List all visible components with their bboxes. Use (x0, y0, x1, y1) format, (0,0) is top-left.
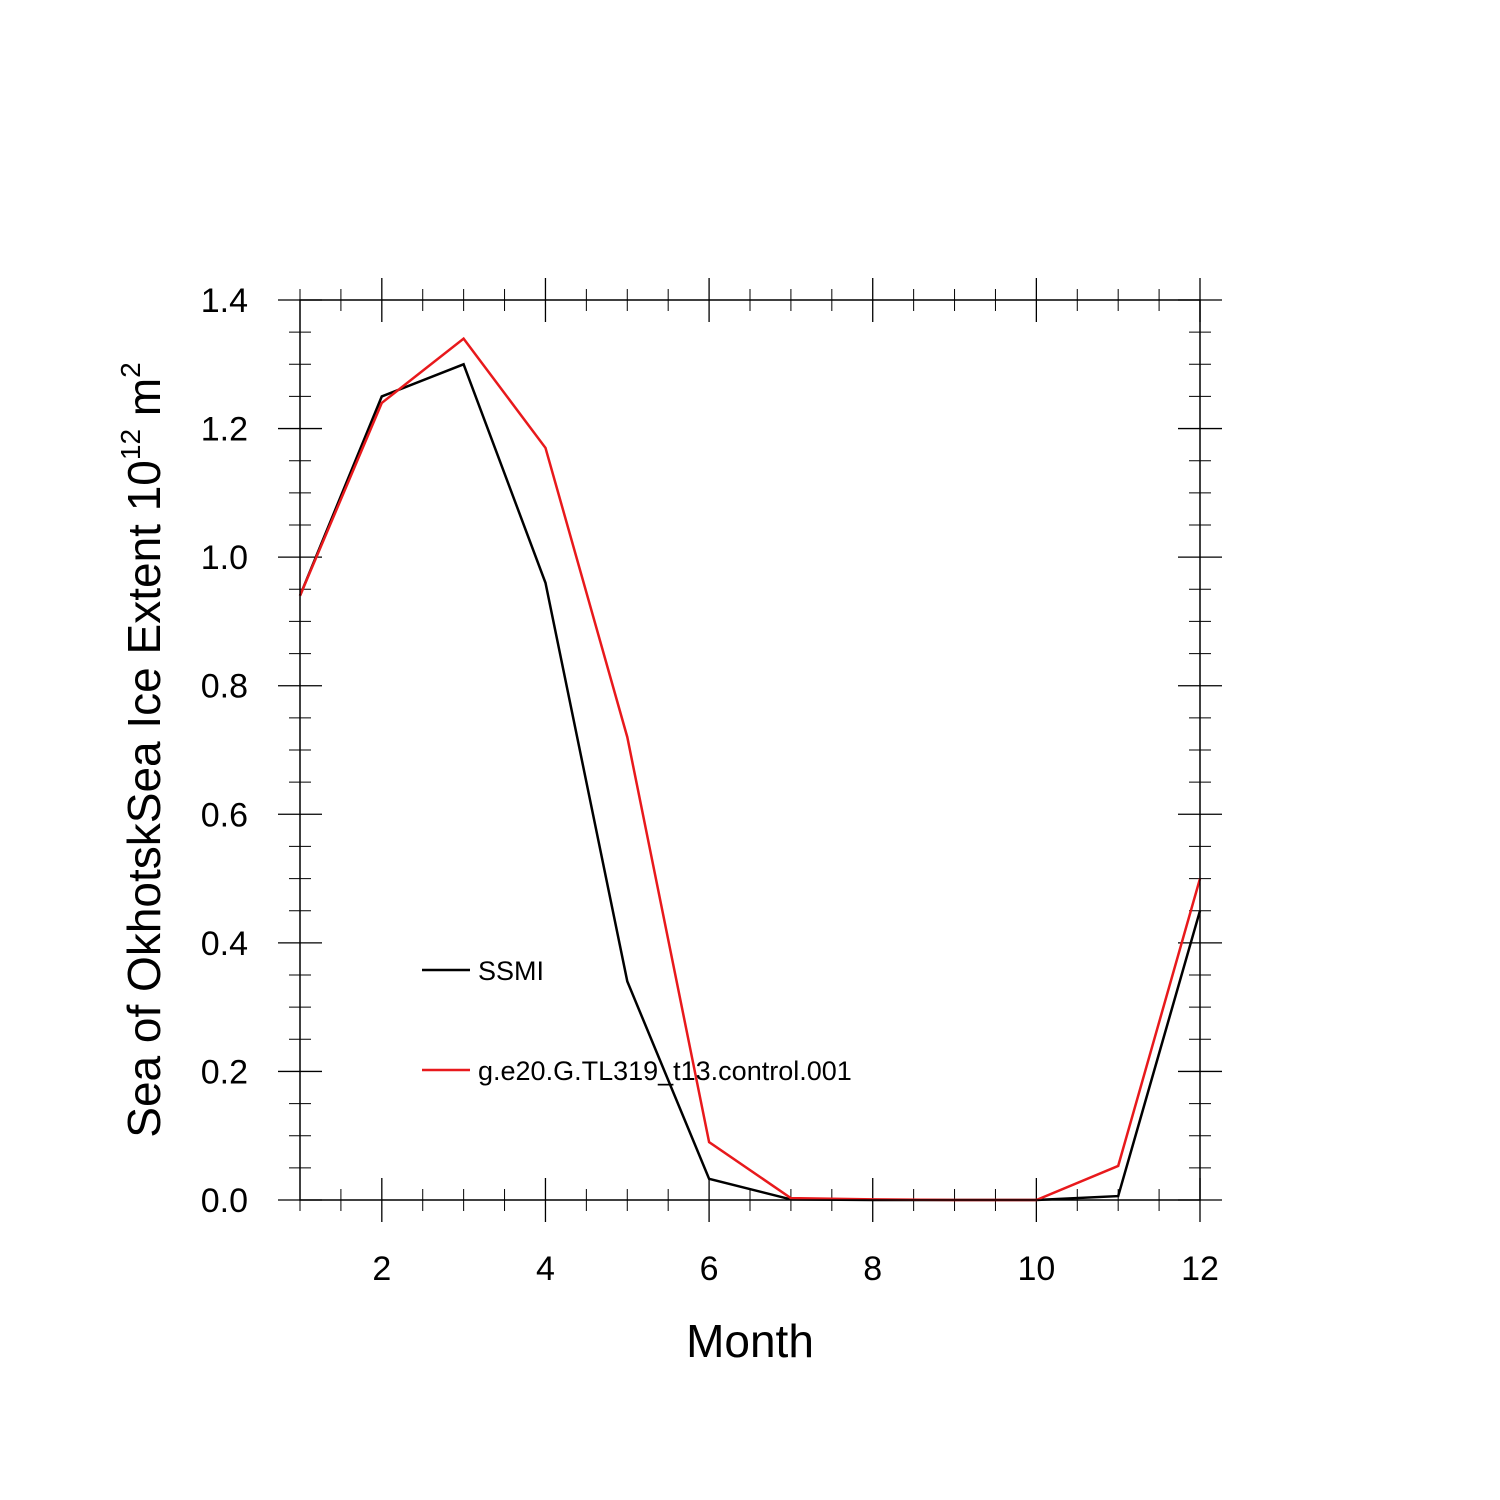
y-tick-label: 1.4 (201, 282, 248, 320)
y-tick-label: 0.6 (201, 796, 248, 834)
y-axis-title-unit: m (118, 378, 170, 429)
y-axis-title-unit-exponent: 2 (115, 362, 146, 378)
x-tick-label: 8 (863, 1250, 882, 1288)
legend-label-ssmi: SSMI (478, 956, 544, 986)
y-tick-label: 0.2 (201, 1053, 248, 1091)
y-tick-labels: 0.0 0.2 0.4 0.6 0.8 1.0 1.2 1.4 (201, 282, 248, 1220)
x-tick-label: 2 (372, 1250, 391, 1288)
legend-label-model: g.e20.G.TL319_t13.control.001 (478, 1056, 852, 1086)
legend: SSMI g.e20.G.TL319_t13.control.001 (422, 956, 852, 1086)
y-tick-label: 0.0 (201, 1182, 248, 1220)
x-tick-labels: 2 4 6 8 10 12 (372, 1250, 1219, 1288)
x-tick-label: 6 (700, 1250, 719, 1288)
y-axis-title: Sea of OkhotskSea Ice Extent 1012 m2 (115, 362, 170, 1137)
x-tick-label: 4 (536, 1250, 555, 1288)
y-tick-label: 1.0 (201, 539, 248, 577)
x-tick-label: 10 (1017, 1250, 1055, 1288)
y-tick-label: 0.4 (201, 925, 248, 963)
y-tick-label: 0.8 (201, 668, 248, 706)
model-series-line (298, 336, 1202, 1202)
y-axis-title-main: Sea of OkhotskSea Ice Extent 10 (118, 460, 170, 1138)
y-axis-title-exponent: 12 (115, 429, 146, 460)
x-tick-label: 12 (1181, 1250, 1219, 1288)
plot-frame (299, 299, 1201, 1201)
y-tick-label: 1.2 (201, 411, 248, 449)
x-axis-title: Month (686, 1315, 814, 1367)
